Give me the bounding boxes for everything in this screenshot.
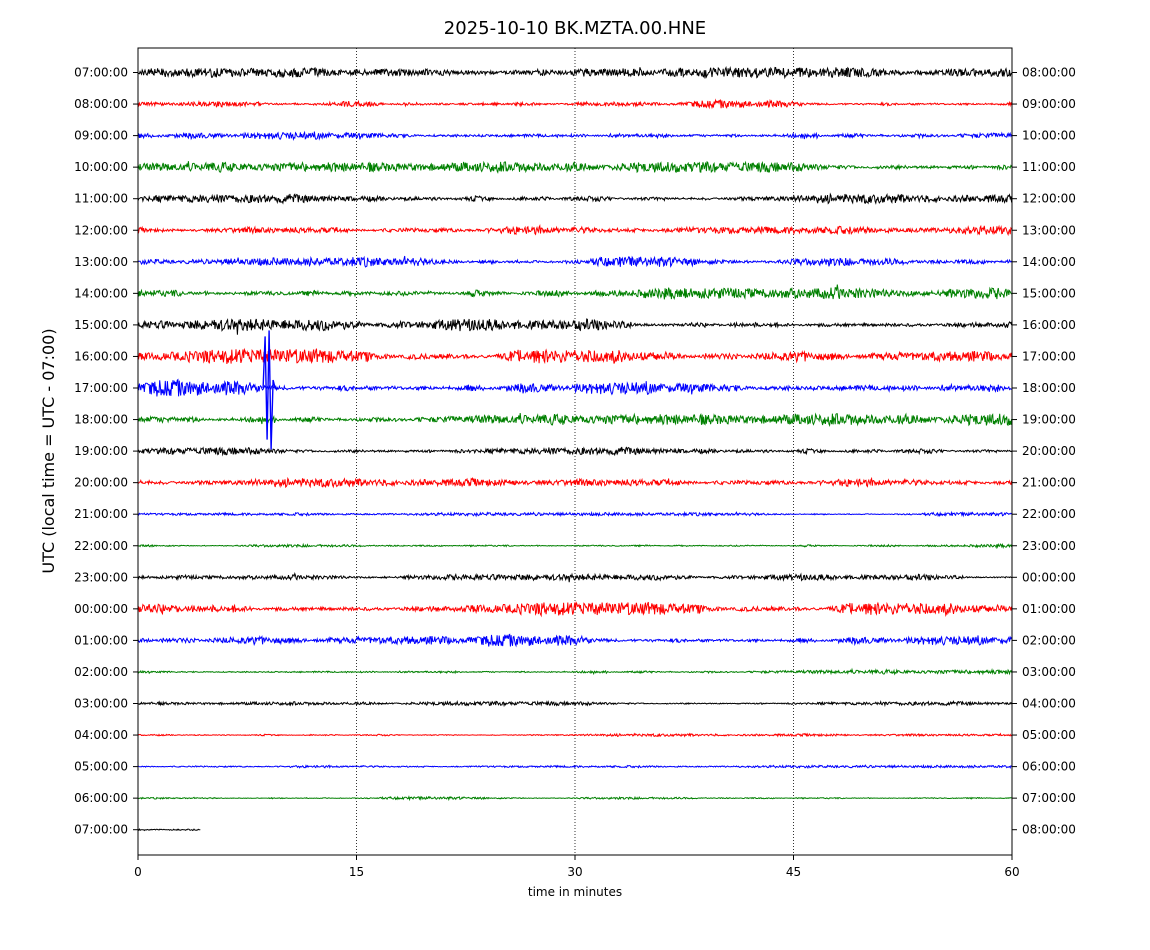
trace-row-16: [137, 571, 1012, 583]
local-hour-label: 03:00:00: [1022, 665, 1076, 679]
utc-hour-label: 17:00:00: [74, 381, 128, 395]
local-hour-label: 08:00:00: [1022, 66, 1076, 80]
local-hour-label: 20:00:00: [1022, 444, 1076, 458]
utc-hour-label: 07:00:00: [74, 823, 128, 837]
trace-row-15: [137, 542, 1013, 550]
utc-hour-label: 03:00:00: [74, 697, 128, 711]
trace-row-0: [137, 65, 1013, 80]
utc-hour-label: 08:00:00: [74, 97, 128, 111]
utc-hour-label: 16:00:00: [74, 349, 128, 363]
trace-row-6: [137, 255, 1013, 268]
trace-row-4: [137, 192, 1013, 205]
event-spike: [262, 330, 276, 450]
local-hour-label: 19:00:00: [1022, 413, 1076, 427]
utc-hour-label: 14:00:00: [74, 286, 128, 300]
local-hour-label: 08:00:00: [1022, 823, 1076, 837]
utc-hour-label: 00:00:00: [74, 602, 128, 616]
utc-hour-label: 20:00:00: [74, 476, 128, 490]
local-hour-label: 17:00:00: [1022, 349, 1076, 363]
trace-row-22: [137, 763, 1012, 770]
utc-hour-label: 11:00:00: [74, 192, 128, 206]
y-axis-label: UTC (local time = UTC - 07:00): [39, 328, 58, 573]
grid-lines: [356, 48, 794, 855]
x-tick-labels: 0 15 30 45 60: [134, 855, 1020, 879]
utc-hour-label: 15:00:00: [74, 318, 128, 332]
local-hour-label: 21:00:00: [1022, 476, 1076, 490]
utc-hour-label: 12:00:00: [74, 223, 128, 237]
local-hour-label: 16:00:00: [1022, 318, 1076, 332]
trace-row-1: [137, 98, 1013, 110]
utc-hour-label: 18:00:00: [74, 413, 128, 427]
local-hour-label: 18:00:00: [1022, 381, 1076, 395]
trace-row-8: [137, 318, 1013, 335]
local-hour-label: 01:00:00: [1022, 602, 1076, 616]
utc-hour-label: 09:00:00: [74, 129, 128, 143]
right-tick-labels: 08:00:00 09:00:00 10:00:00 11:00:00 12:00:00…: [1012, 66, 1076, 837]
trace-group: [137, 65, 1013, 832]
left-tick-labels: 07:00:00 08:00:00 09:00:00 10:00:00 11:00:00…: [74, 66, 138, 837]
local-hour-label: 05:00:00: [1022, 728, 1076, 742]
local-hour-label: 11:00:00: [1022, 160, 1076, 174]
trace-row-9: [137, 347, 1013, 365]
trace-row-14: [137, 510, 1012, 518]
local-hour-label: 23:00:00: [1022, 539, 1076, 553]
x-tick-label: 60: [1004, 865, 1019, 879]
trace-row-12: [137, 446, 1012, 457]
trace-row-19: [137, 667, 1013, 676]
utc-hour-label: 19:00:00: [74, 444, 128, 458]
local-hour-label: 22:00:00: [1022, 507, 1076, 521]
utc-hour-label: 23:00:00: [74, 570, 128, 584]
chart-title: 2025-10-10 BK.MZTA.00.HNE: [444, 18, 706, 39]
x-tick-label: 45: [786, 865, 801, 879]
local-hour-label: 00:00:00: [1022, 570, 1076, 584]
trace-row-24: [137, 828, 201, 832]
trace-row-13: [137, 476, 1013, 489]
local-hour-label: 07:00:00: [1022, 791, 1076, 805]
trace-row-3: [137, 160, 1013, 174]
trace-row-17: [137, 601, 1013, 618]
local-hour-label: 04:00:00: [1022, 697, 1076, 711]
utc-hour-label: 01:00:00: [74, 633, 128, 647]
local-hour-label: 13:00:00: [1022, 223, 1076, 237]
utc-hour-label: 10:00:00: [74, 160, 128, 174]
x-axis-label: time in minutes: [528, 885, 622, 899]
trace-row-5: [137, 224, 1013, 237]
trace-row-21: [137, 732, 1012, 738]
utc-hour-label: 04:00:00: [74, 728, 128, 742]
local-hour-label: 10:00:00: [1022, 129, 1076, 143]
local-hour-label: 14:00:00: [1022, 255, 1076, 269]
utc-hour-label: 02:00:00: [74, 665, 128, 679]
utc-hour-label: 13:00:00: [74, 255, 128, 269]
x-tick-label: 30: [567, 865, 582, 879]
trace-row-20: [137, 699, 1013, 708]
local-hour-label: 12:00:00: [1022, 192, 1076, 206]
trace-row-11: [137, 412, 1013, 427]
x-tick-label: 0: [134, 865, 142, 879]
utc-hour-label: 05:00:00: [74, 760, 128, 774]
trace-row-7: [137, 284, 1013, 301]
local-hour-label: 06:00:00: [1022, 760, 1076, 774]
local-hour-label: 02:00:00: [1022, 633, 1076, 647]
trace-row-18: [137, 633, 1013, 648]
utc-hour-label: 07:00:00: [74, 66, 128, 80]
trace-row-2: [137, 130, 1013, 141]
x-tick-label: 15: [349, 865, 364, 879]
utc-hour-label: 22:00:00: [74, 539, 128, 553]
trace-row-23: [137, 795, 1012, 802]
trace-row-10: [137, 378, 1012, 397]
utc-hour-label: 06:00:00: [74, 791, 128, 805]
local-hour-label: 15:00:00: [1022, 286, 1076, 300]
utc-hour-label: 21:00:00: [74, 507, 128, 521]
local-hour-label: 09:00:00: [1022, 97, 1076, 111]
